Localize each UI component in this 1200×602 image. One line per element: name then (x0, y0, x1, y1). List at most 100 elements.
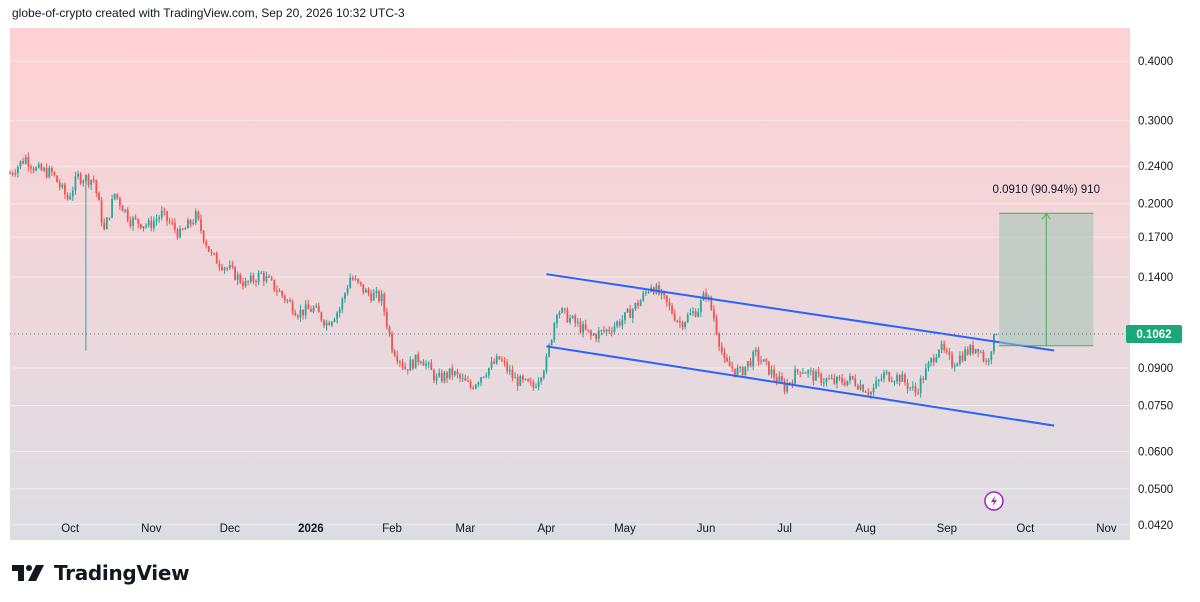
candle-body (828, 378, 830, 380)
candle-body (875, 381, 878, 388)
candle-body (171, 222, 174, 224)
candle-up (752, 349, 755, 371)
candle-up (427, 361, 430, 369)
candle-down (323, 319, 325, 329)
candle-body (713, 309, 715, 319)
candle-body (597, 330, 600, 339)
candle-down (532, 379, 535, 392)
candle-down (40, 162, 43, 172)
tradingview-logo-icon (12, 565, 44, 581)
candle-up (19, 160, 22, 170)
tradingview-logo[interactable]: TradingView (12, 560, 190, 586)
candle-up (495, 353, 498, 365)
candle-body (302, 309, 304, 316)
candle-down (608, 326, 611, 334)
candle-body (139, 223, 142, 229)
candle-body (111, 199, 113, 218)
candle-up (414, 354, 417, 369)
candle-down (210, 249, 213, 257)
candle-down (566, 307, 569, 323)
candle-up (697, 308, 700, 318)
candle-up (325, 319, 328, 331)
candle-body (84, 175, 87, 182)
candle-body (760, 360, 762, 362)
candle-body (728, 361, 731, 367)
candle-down (430, 359, 433, 371)
candle-down (799, 371, 802, 378)
candle-body (108, 217, 111, 219)
lightning-bolt-icon (984, 491, 1004, 511)
candle-body (375, 290, 378, 294)
candle-body (917, 392, 919, 394)
candle-body (739, 366, 741, 368)
candle-down (116, 193, 119, 201)
candle-body (888, 372, 891, 382)
candle-up (333, 317, 336, 323)
candle-body (561, 308, 564, 313)
candle-body (393, 351, 396, 356)
drawings: 0.0910 (90.94%) 910 (10, 184, 1130, 511)
candle-body (574, 315, 577, 323)
candle-body (493, 361, 496, 364)
candle-body (644, 291, 647, 294)
candle-body (69, 196, 72, 200)
candle-up (113, 193, 116, 201)
candle-body (616, 321, 619, 327)
candle-body (286, 300, 289, 302)
candle-body (519, 375, 522, 386)
candle-body (767, 361, 770, 375)
candle-down (22, 157, 24, 165)
candle-body (176, 229, 179, 238)
candle-body (550, 339, 553, 345)
candle-body (877, 380, 880, 382)
candle-up (425, 360, 427, 370)
candle-body (32, 168, 35, 171)
candle-body (786, 383, 789, 392)
x-tick-label: Dec (220, 523, 241, 535)
candle-body (24, 157, 27, 164)
candle-up (448, 368, 451, 380)
x-tick-label: Aug (855, 523, 875, 535)
candle-body (474, 384, 477, 389)
candle-down (412, 358, 414, 370)
candle-up (155, 214, 158, 226)
candle-body (333, 319, 336, 322)
candle-down (367, 287, 370, 297)
candle-down (378, 289, 380, 304)
candle-up (747, 361, 749, 372)
y-tick-label: 0.2000 (1138, 199, 1173, 211)
candle-body (843, 382, 846, 386)
candle-body (603, 330, 605, 332)
candle-down (854, 374, 857, 387)
candle-up (354, 275, 357, 281)
candle-down (320, 311, 323, 323)
candle-up (548, 343, 550, 358)
candle-body (995, 333, 998, 335)
candle-down (383, 291, 386, 316)
candle-down (713, 305, 715, 322)
candle-up (558, 310, 561, 319)
candle-up (77, 170, 79, 180)
candle-body (200, 219, 202, 231)
candle-body (467, 380, 469, 382)
candle-down (252, 272, 255, 285)
candle-body (22, 161, 24, 164)
candle-down (370, 289, 373, 303)
candle-up (145, 223, 147, 230)
candle-body (726, 358, 728, 362)
candle-body (129, 220, 132, 226)
candle-body (938, 349, 940, 358)
candle-down (972, 340, 974, 356)
candle-body (600, 330, 603, 332)
candle-body (979, 351, 982, 353)
candle-up (71, 186, 74, 201)
candle-up (372, 289, 375, 301)
candle-up (453, 370, 456, 377)
axes: 0.4000 0.3000 0.2400 0.2000 0.1700 0.1400 0.09… (61, 56, 1182, 535)
candle-body (658, 285, 660, 295)
candle-down (472, 385, 475, 390)
candle-up (621, 314, 624, 330)
candle-body (924, 368, 927, 380)
candle-down (467, 375, 469, 383)
